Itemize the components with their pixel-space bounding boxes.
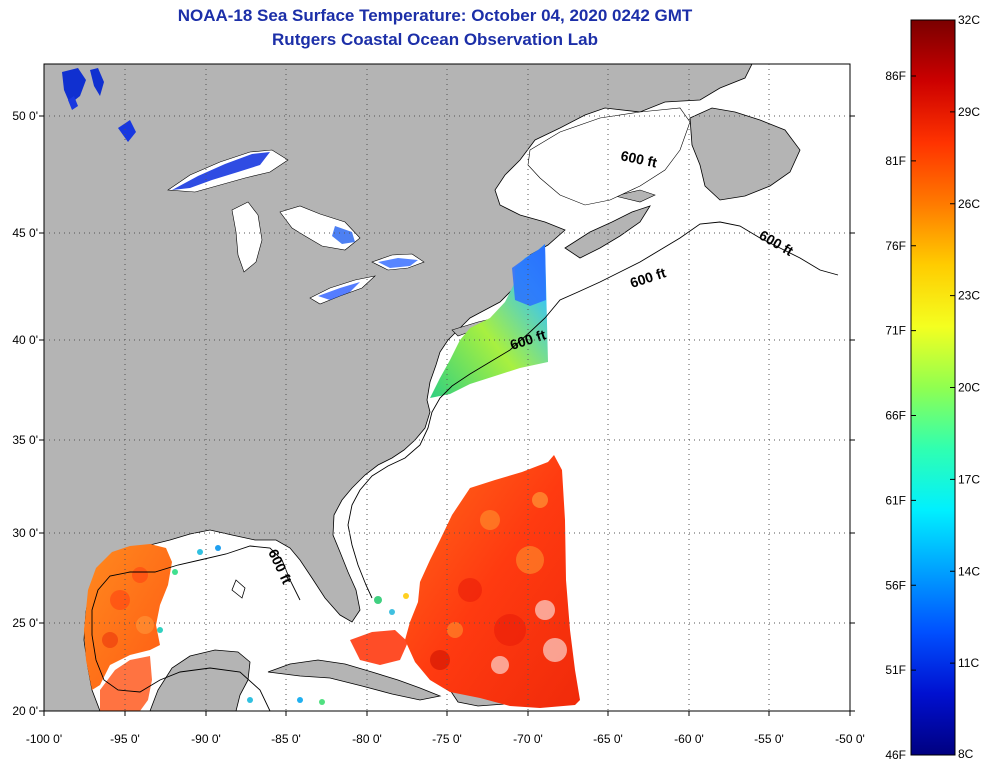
land-cuba (267, 659, 442, 701)
sst-gulf-mottling (102, 567, 154, 648)
lon-tick-label: -100 0' (26, 732, 62, 746)
lat-tick-label: 25 0' (12, 616, 38, 630)
colorbar-label-fahrenheit: 76F (885, 239, 906, 253)
lat-tick-label: 50 0' (12, 109, 38, 123)
colorbar-label-fahrenheit: 61F (885, 493, 906, 507)
contour-label-1: 600 ft (619, 147, 658, 170)
land-pei (614, 189, 656, 203)
colorbar-labels: 32C 29C 26C 23C 20C 17C 14C 11C 8C 86F 81F 76F 71F 66… (885, 13, 980, 762)
colorbar-label-fahrenheit: 66F (885, 409, 906, 423)
isobath-600ft-gulf (91, 545, 301, 711)
latitude-tick-labels: 20 0' 25 0' 30 0' 35 0' 40 0' 45 0' 50 0' (12, 109, 38, 718)
lon-tick-label: -60 0' (674, 732, 704, 746)
sst-caribbean-west (350, 630, 408, 665)
colorbar-label-celsius: 23C (958, 289, 980, 303)
lat-tick-label: 45 0' (12, 226, 38, 240)
temperature-colorbar (910, 19, 956, 756)
lat-tick-label: 40 0' (12, 333, 38, 347)
lake-michigan (231, 201, 263, 273)
lon-tick-label: -95 0' (110, 732, 140, 746)
lat-tick-label: 30 0' (12, 526, 38, 540)
lake-sst-huron (332, 226, 355, 244)
land-yucatan (149, 649, 251, 711)
sst-gulf-south (100, 656, 152, 711)
lon-tick-label: -55 0' (754, 732, 784, 746)
colorbar-label-fahrenheit: 71F (885, 324, 906, 338)
lon-tick-label: -90 0' (191, 732, 221, 746)
land-nova-scotia (564, 205, 651, 259)
graticule-grid (39, 64, 855, 716)
land-newfoundland (689, 107, 801, 201)
lon-tick-label: -70 0' (513, 732, 543, 746)
lon-tick-label: -75 0' (432, 732, 462, 746)
isobath-600ft-atlantic (347, 221, 839, 599)
lon-tick-label: -65 0' (593, 732, 623, 746)
colorbar-label-celsius: 14C (958, 564, 980, 578)
colorbar-label-celsius: 8C (958, 747, 974, 761)
lake-sst-nw2 (90, 68, 104, 96)
colorbar-label-fahrenheit: 81F (885, 154, 906, 168)
colorbar-label-fahrenheit: 46F (885, 748, 906, 762)
colorbar-label-celsius: 29C (958, 105, 980, 119)
lake-sst-nw (62, 68, 86, 104)
gulf-st-lawrence (527, 107, 691, 206)
colorbar-label-celsius: 11C (958, 656, 979, 670)
map-subtitle: Rutgers Coastal Ocean Observation Lab (272, 30, 598, 49)
lake-sst-superior (172, 152, 270, 190)
colorbar-label-fahrenheit: 86F (885, 69, 906, 83)
sst-coastal-specks (157, 545, 409, 705)
lat-tick-label: 20 0' (12, 704, 38, 718)
colorbar-label-celsius: 17C (958, 472, 980, 486)
lake-sst-ontario (378, 258, 418, 268)
map-title: NOAA-18 Sea Surface Temperature: October… (177, 6, 693, 25)
lake-sst-erie (318, 282, 360, 300)
lat-tick-label: 35 0' (12, 433, 38, 447)
colorbar-label-fahrenheit: 56F (885, 578, 906, 592)
sst-mottling (430, 492, 567, 674)
longitude-tick-labels: -100 0' -95 0' -90 0' -85 0' -80 0' -75 0' -70… (26, 732, 865, 746)
land-north-america (44, 64, 753, 711)
colorbar-label-celsius: 32C (958, 13, 980, 27)
lon-tick-label: -80 0' (352, 732, 382, 746)
colorbar-label-fahrenheit: 51F (885, 663, 906, 677)
sst-atlantic-swath (405, 455, 580, 708)
lon-tick-label: -85 0' (271, 732, 301, 746)
colorbar-label-celsius: 20C (958, 381, 980, 395)
isobath-600ft-gulf-loop (231, 579, 246, 599)
colorbar-label-celsius: 26C (958, 197, 980, 211)
lon-tick-label: -50 0' (835, 732, 865, 746)
sst-gulf-of-maine (512, 246, 546, 306)
lake-sst-nipigon (118, 120, 136, 142)
lake-sst-lakeofwoods (68, 96, 78, 110)
